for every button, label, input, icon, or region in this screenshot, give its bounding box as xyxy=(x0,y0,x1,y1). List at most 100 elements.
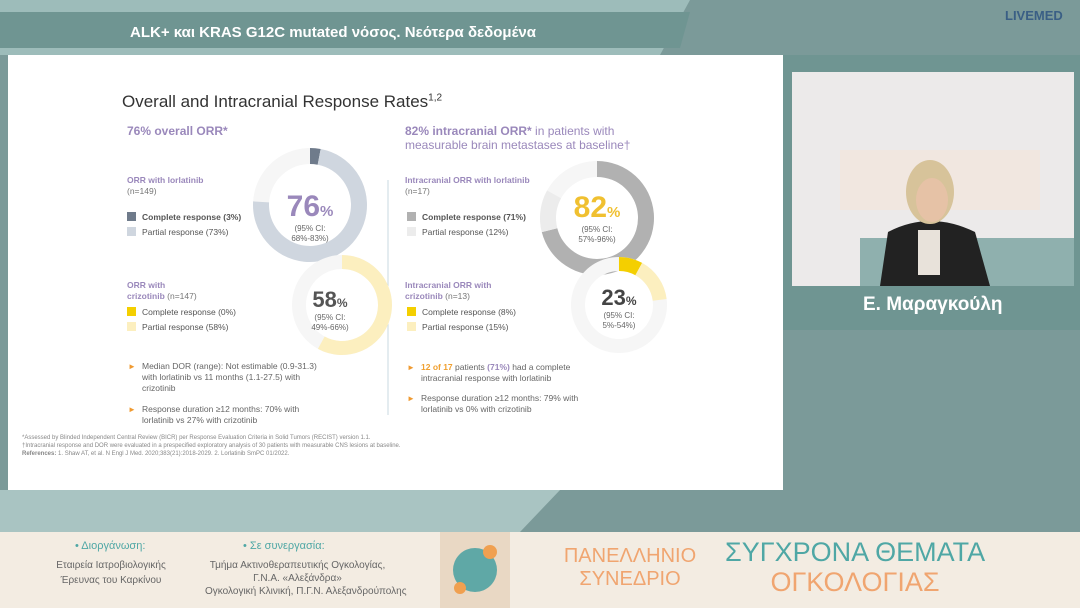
legend-swatch xyxy=(127,322,136,331)
event-title: ΣΥΓΧΡΟΝΑ ΘΕΜΑΤΑ xyxy=(725,537,986,567)
center-unit: % xyxy=(320,203,334,220)
partner: Ογκολογική Κλινική, Π.Γ.Ν. Αλεξανδρούπολ… xyxy=(205,586,407,597)
center-value: 76 xyxy=(286,190,321,223)
legend-entry: Partial response (73%) xyxy=(142,227,229,237)
donut-segment xyxy=(540,190,562,233)
logo-mark xyxy=(453,548,497,592)
donut-segment xyxy=(619,257,643,276)
references-text: 1. Shaw AT, et al. N Engl J Med. 2020;38… xyxy=(56,451,290,457)
partner-label: • Σε συνεργασία: xyxy=(243,540,325,552)
legend-swatch xyxy=(407,212,416,221)
organizer: Εταιρεία Ιατροβιολογικής xyxy=(56,560,166,571)
bullet-arrow: ► xyxy=(407,363,415,372)
donut-n: (n=13) xyxy=(445,291,470,301)
name-bar xyxy=(785,290,1080,322)
title-band xyxy=(0,12,690,48)
footer-bg xyxy=(0,532,1080,608)
title-text: Overall and Intracranial Response Rates xyxy=(122,92,429,111)
bullet: 12 of 17 patients (71%) had a complete i… xyxy=(421,362,586,384)
bullet: Response duration ≥12 months: 70% with l… xyxy=(142,404,300,425)
donut-n: (n=149) xyxy=(127,186,157,196)
speaker-name: Ε. Μαραγκούλη xyxy=(863,294,1003,315)
center-unit: % xyxy=(336,296,348,310)
text: patients xyxy=(452,362,488,372)
brand: LIVEMED xyxy=(1005,8,1063,23)
donut-label: ORR with xyxy=(127,280,166,290)
donut-label: ORR with lorlatinib xyxy=(127,175,204,185)
right-heading: 82% intracranial ORR* in patients with m… xyxy=(405,124,645,152)
event: ΠΑΝΕΛΛΗΝΙΟ xyxy=(563,545,697,567)
donut-label-line: crizotinib (n=13) xyxy=(405,291,470,301)
organizer-label: • Διοργάνωση: xyxy=(75,540,146,552)
bottom-band xyxy=(0,490,560,532)
highlight: (71%) xyxy=(487,362,510,372)
center-value: 82 xyxy=(573,191,608,224)
donut-segment xyxy=(317,255,393,355)
ci: 5%-54%) xyxy=(602,321,636,330)
partner: Γ.Ν.Α. «Αλεξάνδρα» xyxy=(253,573,342,584)
ci: 68%-83%) xyxy=(291,234,329,243)
speaker-shirt xyxy=(918,230,940,275)
slide-bg xyxy=(8,55,783,490)
references: References: 1. Shaw AT, et al. N Engl J … xyxy=(22,451,289,457)
partner: Τμήμα Ακτινοθεραπευτικής Ογκολογίας, xyxy=(209,560,386,571)
bullet: Response duration ≥12 months: 79% with l… xyxy=(421,393,579,414)
ci: (95% CI: xyxy=(294,224,326,233)
legend-swatch xyxy=(407,307,416,316)
text: had a complete intracranial response wit… xyxy=(421,362,571,383)
event: ΣΥΝΕΔΡΙΟ xyxy=(579,568,681,590)
donut-segment xyxy=(635,262,667,301)
ci: (95% CI: xyxy=(603,311,635,320)
donut-label-line: crizotinib (n=147) xyxy=(127,291,197,301)
bullet-arrow: ► xyxy=(128,405,136,414)
logo-mark xyxy=(454,582,466,594)
left-heading: 76% overall ORR* xyxy=(127,124,228,138)
ci: (95% CI: xyxy=(314,313,346,322)
footnote: †Intracranial response and DOR were eval… xyxy=(22,443,401,449)
references-label: References: xyxy=(22,451,57,457)
ci: 49%-66%) xyxy=(311,323,349,332)
ci: (95% CI: xyxy=(581,225,613,234)
bullet-arrow: ► xyxy=(407,394,415,403)
highlight: 12 of 17 xyxy=(421,362,453,372)
donut-center: 58% (95% CI: 49%-66%) xyxy=(311,287,348,333)
logo-mark xyxy=(483,545,497,559)
ci: 57%-96%) xyxy=(578,235,616,244)
donut-center: 82% (95% CI: 57%-96%) xyxy=(574,191,621,245)
legend-swatch xyxy=(127,227,136,236)
donut-layer xyxy=(252,148,667,355)
bullet-arrow: ► xyxy=(128,362,136,371)
center-unit: % xyxy=(625,294,637,308)
center-value: 58 xyxy=(312,287,337,312)
donut-segment xyxy=(310,148,321,165)
legend-entry: Partial response (58%) xyxy=(142,322,229,332)
heading-rest: in patients with measurable brain metast… xyxy=(405,124,631,152)
drug: crizotinib xyxy=(127,291,165,301)
legend-entry: Complete response (3%) xyxy=(142,212,242,222)
bullet: Median DOR (range): Not estimable (0.9-3… xyxy=(142,361,317,393)
legend-swatch xyxy=(407,322,416,331)
session-title: ALK+ και KRAS G12C mutated νόσος. Νεότερ… xyxy=(130,24,536,41)
legend-entry: Complete response (8%) xyxy=(422,307,517,317)
donut-n: (n=17) xyxy=(405,186,430,196)
center-unit: % xyxy=(607,204,621,221)
slide-title: Overall and Intracranial Response Rates1… xyxy=(122,92,442,112)
legend-entry: Complete response (71%) xyxy=(422,212,526,222)
footnote: *Assessed by Blinded Independent Central… xyxy=(22,435,371,441)
donut-label: Intracranial ORR with xyxy=(405,280,492,290)
donut-center: 23% (95% CI: 5%-54%) xyxy=(601,285,636,331)
heading-bold: 82% intracranial ORR* xyxy=(405,124,532,138)
organizer: Έρευνας του Καρκίνου xyxy=(60,575,162,586)
donut-center: 76% (95% CI: 68%-83%) xyxy=(287,190,334,244)
speaker-face xyxy=(916,178,948,222)
legend-swatch xyxy=(407,227,416,236)
title-sup: 1,2 xyxy=(428,92,443,104)
donut-n: (n=147) xyxy=(167,291,197,301)
donut-label: Intracranial ORR with lorlatinib xyxy=(405,175,530,185)
drug: crizotinib xyxy=(405,291,443,301)
legend-entry: Partial response (12%) xyxy=(422,227,509,237)
legend-entry: Partial response (15%) xyxy=(422,322,509,332)
legend-swatch xyxy=(127,307,136,316)
